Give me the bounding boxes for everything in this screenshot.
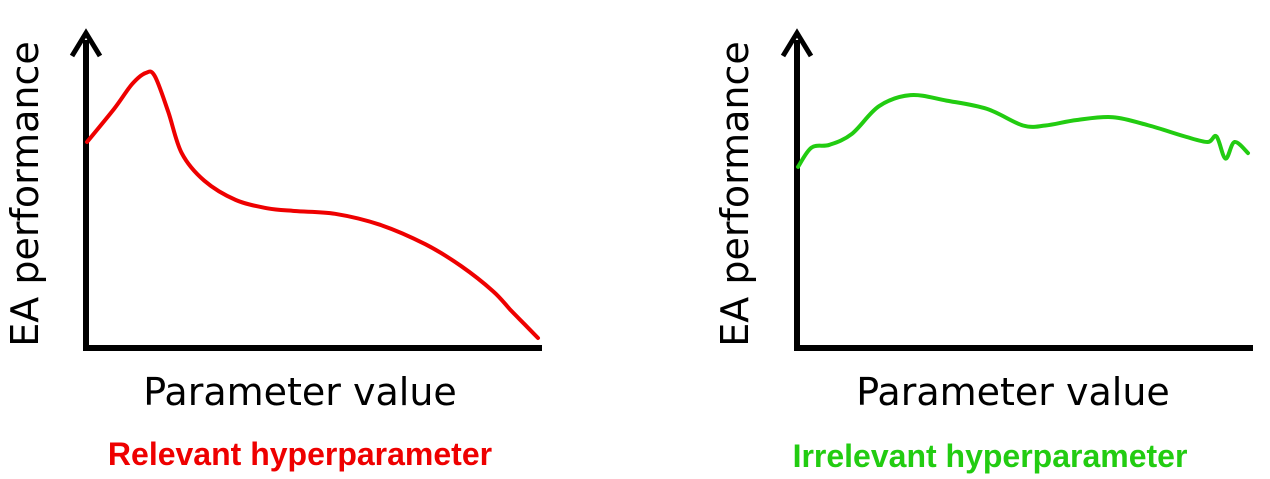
relevant-caption: Relevant hyperparameter xyxy=(108,436,492,472)
relevant-panel: EA performance Parameter value Relevant … xyxy=(3,28,542,472)
relevant-ylabel: EA performance xyxy=(3,41,47,346)
irrelevant-xlabel: Parameter value xyxy=(856,370,1170,414)
irrelevant-panel: EA performance Parameter value Irrelevan… xyxy=(713,28,1253,474)
relevant-xlabel: Parameter value xyxy=(143,370,457,414)
irrelevant-series-line xyxy=(796,92,1250,169)
relevant-series-line xyxy=(85,69,540,340)
relevant-y-arrow xyxy=(69,28,103,58)
irrelevant-y-arrow xyxy=(780,28,814,58)
irrelevant-ylabel: EA performance xyxy=(713,41,757,346)
irrelevant-caption: Irrelevant hyperparameter xyxy=(793,438,1188,474)
